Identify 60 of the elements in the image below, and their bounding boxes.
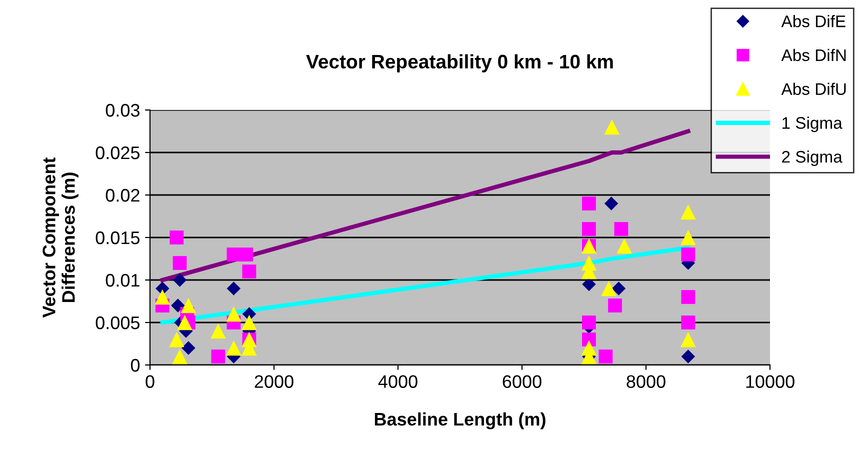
x-tick-label: 10000: [746, 375, 794, 388]
chart-title: Vector Repeatability 0 km - 10 km: [306, 54, 613, 72]
point: [180, 298, 196, 314]
point: [681, 248, 696, 262]
point: [182, 341, 196, 355]
line-series: [160, 129, 690, 282]
point: [582, 196, 596, 210]
y-tick-label: 0.03: [106, 104, 140, 117]
legend-label: 1 Sigma: [782, 116, 842, 132]
point: [681, 316, 696, 330]
point: [226, 306, 242, 322]
point: [680, 332, 696, 348]
x-tick-label: 8000: [626, 375, 666, 388]
point: [608, 298, 622, 312]
point: [226, 282, 241, 296]
y-tick-label: 0.01: [106, 274, 140, 287]
point: [680, 230, 696, 246]
point: [177, 314, 192, 330]
y-tick-label: 0.005: [96, 316, 140, 330]
point: [582, 222, 596, 236]
point: [681, 350, 696, 364]
x-tick-label: 2000: [254, 375, 294, 388]
point: [616, 238, 632, 254]
y-tick-label: 0: [130, 358, 140, 372]
point: [242, 264, 256, 278]
point: [172, 256, 187, 270]
point: [681, 290, 696, 304]
y-tick-label: 0.015: [96, 231, 140, 244]
point: [210, 323, 226, 339]
point: [582, 332, 596, 346]
point: [598, 350, 613, 364]
point: [614, 222, 628, 236]
point: [170, 230, 184, 244]
point: [612, 282, 626, 296]
point: [169, 332, 184, 348]
x-tick-label: 0: [146, 375, 154, 388]
legend-label: Abs DifN: [781, 48, 846, 62]
y-tick-label: 0.025: [96, 146, 140, 160]
x-axis-title: Baseline Length (m): [374, 412, 546, 430]
legend-label: Abs DifU: [781, 82, 846, 95]
y-tick-label: 0.02: [106, 188, 140, 202]
x-tick-label: 6000: [502, 375, 542, 388]
point: [171, 298, 185, 312]
point: [601, 280, 616, 296]
point: [172, 348, 188, 364]
point: [242, 314, 257, 330]
point: [582, 277, 596, 292]
point: [239, 248, 254, 262]
point: [680, 204, 696, 220]
point: [172, 273, 187, 287]
y-axis-title: Vector Component Differences (m): [42, 157, 78, 318]
legend-label: Abs DifE: [781, 15, 846, 28]
legend-label: 2 Sigma: [782, 150, 842, 166]
point: [226, 340, 242, 356]
point: [604, 196, 618, 210]
x-tick-label: 4000: [378, 375, 418, 388]
point: [154, 289, 170, 305]
point: [582, 316, 596, 330]
point: [211, 350, 226, 364]
point: [604, 119, 620, 135]
